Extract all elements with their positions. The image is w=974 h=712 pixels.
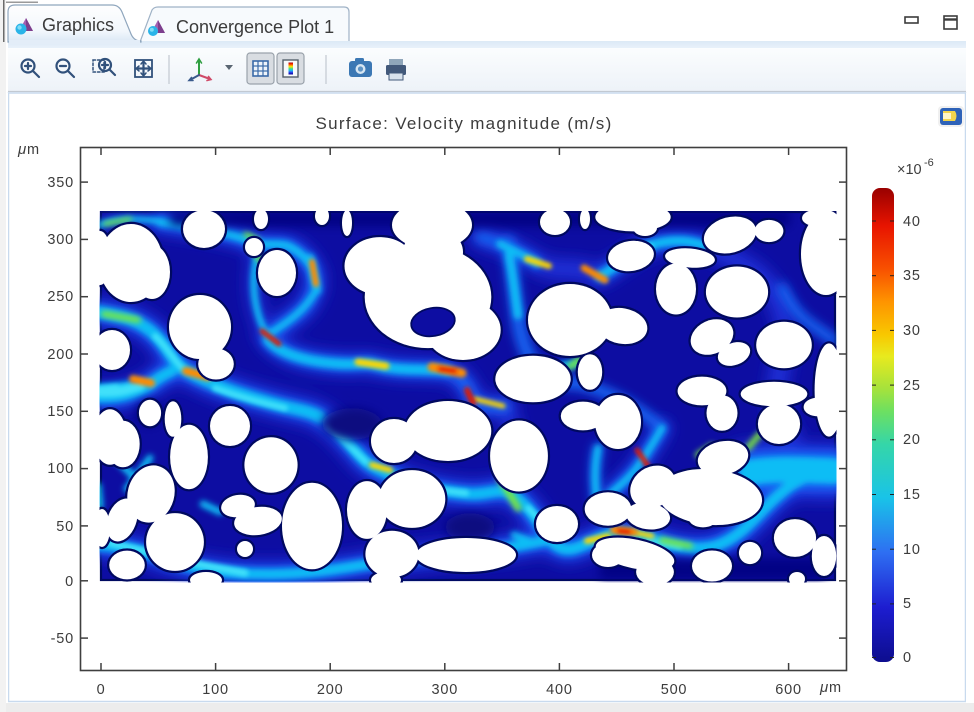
svg-text:30: 30 xyxy=(903,323,921,339)
svg-text:400: 400 xyxy=(546,682,573,698)
svg-text:300: 300 xyxy=(432,682,459,698)
svg-text:250: 250 xyxy=(47,289,74,305)
svg-text:150: 150 xyxy=(47,404,74,420)
svg-text:500: 500 xyxy=(661,682,688,698)
svg-text:0: 0 xyxy=(65,574,74,590)
svg-text:10: 10 xyxy=(903,542,921,558)
svg-text:μ: μ xyxy=(819,679,829,696)
svg-text:100: 100 xyxy=(47,461,74,477)
svg-text:40: 40 xyxy=(903,214,921,230)
svg-text:Surface: Velocity magnitude (m: Surface: Velocity magnitude (m/s) xyxy=(315,114,612,133)
svg-text:100: 100 xyxy=(202,682,229,698)
svg-text:35: 35 xyxy=(903,268,921,284)
svg-text:300: 300 xyxy=(47,232,74,248)
svg-text:20: 20 xyxy=(903,432,921,448)
svg-text:50: 50 xyxy=(56,519,74,535)
svg-text:μ: μ xyxy=(17,141,27,158)
svg-text:-6: -6 xyxy=(924,157,934,169)
svg-text:200: 200 xyxy=(47,347,74,363)
svg-text:15: 15 xyxy=(903,487,921,503)
svg-text:200: 200 xyxy=(317,682,344,698)
svg-text:0: 0 xyxy=(903,650,912,666)
svg-text:Convergence Plot 1: Convergence Plot 1 xyxy=(176,17,334,37)
svg-text:350: 350 xyxy=(47,175,74,191)
svg-text:600: 600 xyxy=(775,682,802,698)
svg-text:Graphics: Graphics xyxy=(42,15,114,35)
svg-text:25: 25 xyxy=(903,378,921,394)
svg-text:m: m xyxy=(27,142,40,158)
svg-text:0: 0 xyxy=(97,682,106,698)
svg-text:5: 5 xyxy=(903,596,912,612)
svg-text:×10: ×10 xyxy=(897,162,922,178)
svg-text:-50: -50 xyxy=(51,631,74,647)
svg-text:m: m xyxy=(829,680,842,696)
